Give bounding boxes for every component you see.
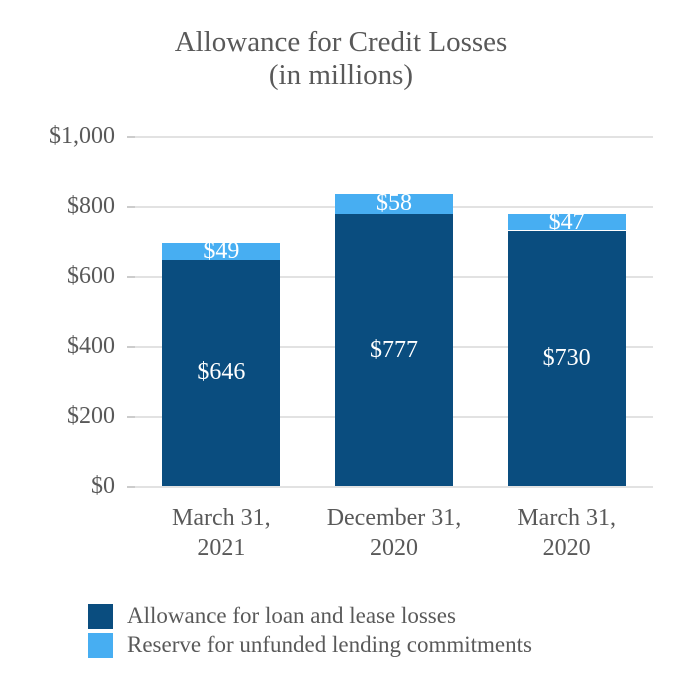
x-axis-label: December 31, 2020 <box>284 503 504 563</box>
legend-swatch-series-1 <box>88 632 113 658</box>
chart-title-block: Allowance for Credit Losses (in millions… <box>0 26 682 92</box>
y-axis-tick <box>127 346 135 348</box>
x-axis-label-line: December 31, <box>326 505 462 531</box>
chart-legend: Allowance for loan and lease losses Reser… <box>88 603 532 661</box>
x-axis-label-line: March 31, <box>172 505 271 531</box>
legend-label: Reserve for unfunded lending commitments <box>127 632 532 657</box>
bar-segment-series-1: $49 <box>162 238 281 264</box>
x-axis-label-line: 2020 <box>370 535 418 561</box>
bar-segment-series-1: $58 <box>335 190 453 216</box>
y-axis-label: $400 <box>67 333 115 359</box>
y-axis-label: $600 <box>67 263 115 289</box>
chart-title: Allowance for Credit Losses <box>174 26 508 58</box>
y-axis-label: $1,000 <box>49 123 115 149</box>
legend-item: Allowance for loan and lease losses <box>88 603 532 629</box>
y-axis-tick <box>127 206 135 208</box>
y-axis-tick <box>127 276 135 278</box>
y-axis-label: $200 <box>67 403 115 429</box>
x-axis-label: March 31, 2021 <box>111 503 331 563</box>
x-axis-label: March 31, 2020 <box>457 503 677 563</box>
x-axis-label-line: 2020 <box>542 535 591 561</box>
bar-value-label: $47 <box>548 208 585 235</box>
x-axis-label-line: 2021 <box>197 535 246 561</box>
bar-segment-series-1: $47 <box>507 209 626 235</box>
bar-value-label: $646 <box>197 359 246 386</box>
bar-value-label: $49 <box>203 237 240 264</box>
y-axis-tick <box>127 416 135 418</box>
gridline <box>135 136 653 138</box>
bar-segment-series-0: $730 <box>507 230 626 486</box>
bar-value-label: $777 <box>370 336 418 363</box>
y-axis-tick <box>127 486 135 488</box>
y-axis-label: $0 <box>91 473 115 499</box>
legend-label: Allowance for loan and lease losses <box>127 603 456 628</box>
bar-segment-series-0: $646 <box>162 259 281 486</box>
x-axis-label-line: March 31, <box>517 505 616 531</box>
gridline <box>135 486 653 488</box>
bar-value-label: $58 <box>376 190 412 217</box>
chart-subtitle: (in millions) <box>268 59 414 91</box>
legend-item: Reserve for unfunded lending commitments <box>88 632 532 658</box>
bar-value-label: $730 <box>542 344 591 371</box>
bar-segment-series-0: $777 <box>335 214 453 486</box>
legend-swatch-series-0 <box>88 603 113 629</box>
y-axis-tick <box>127 136 135 138</box>
y-axis-label: $800 <box>67 193 115 219</box>
